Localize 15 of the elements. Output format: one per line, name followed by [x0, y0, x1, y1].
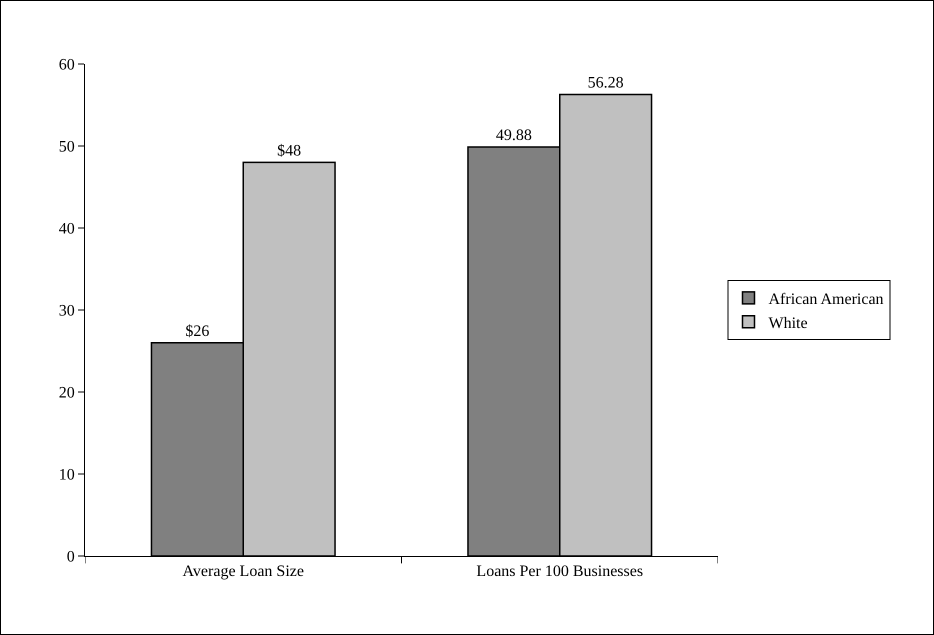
data-label: $26: [185, 322, 210, 340]
data-label: $48: [277, 142, 302, 160]
y-tick-label: 0: [66, 548, 75, 566]
y-tick-label: 20: [58, 384, 75, 402]
data-label: 56.28: [588, 74, 624, 92]
x-tick-label: Average Loan Size: [182, 563, 304, 580]
legend-label: African American: [768, 291, 884, 308]
y-tick-label: 40: [58, 220, 75, 238]
y-tick-label: 50: [58, 138, 75, 156]
x-tick-label: Loans Per 100 Businesses: [476, 563, 644, 580]
y-tick-label: 10: [58, 466, 75, 484]
legend-label: White: [768, 314, 808, 332]
y-tick-label: 30: [58, 302, 75, 320]
y-tick-label: 60: [58, 56, 75, 74]
data-label: 49.88: [496, 126, 532, 144]
